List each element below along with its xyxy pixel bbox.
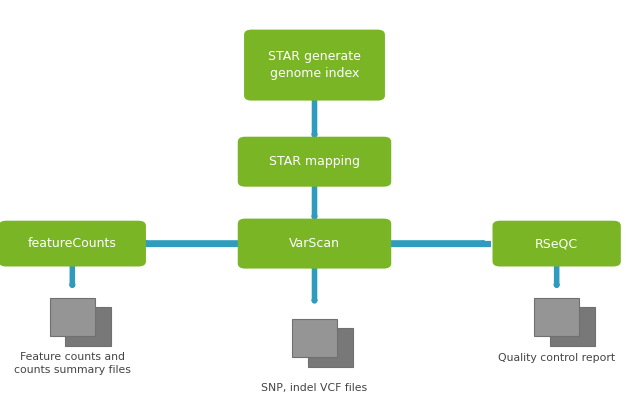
- Bar: [550, 307, 595, 346]
- FancyBboxPatch shape: [238, 136, 391, 186]
- FancyBboxPatch shape: [238, 218, 391, 269]
- Bar: [308, 328, 353, 367]
- Text: featureCounts: featureCounts: [28, 237, 117, 250]
- FancyBboxPatch shape: [493, 220, 621, 267]
- Text: SNP, indel VCF files: SNP, indel VCF files: [262, 383, 367, 394]
- Text: STAR generate
genome index: STAR generate genome index: [268, 50, 361, 80]
- Bar: [534, 298, 579, 336]
- Text: STAR mapping: STAR mapping: [269, 155, 360, 168]
- Bar: [50, 298, 95, 336]
- Text: VarScan: VarScan: [289, 237, 340, 250]
- Text: RSeQC: RSeQC: [535, 237, 578, 250]
- Bar: [65, 307, 111, 346]
- Text: Feature counts and
counts summary files: Feature counts and counts summary files: [14, 352, 131, 375]
- FancyBboxPatch shape: [0, 220, 146, 267]
- Text: Quality control report: Quality control report: [498, 353, 615, 363]
- FancyBboxPatch shape: [244, 29, 385, 101]
- Bar: [292, 319, 337, 357]
